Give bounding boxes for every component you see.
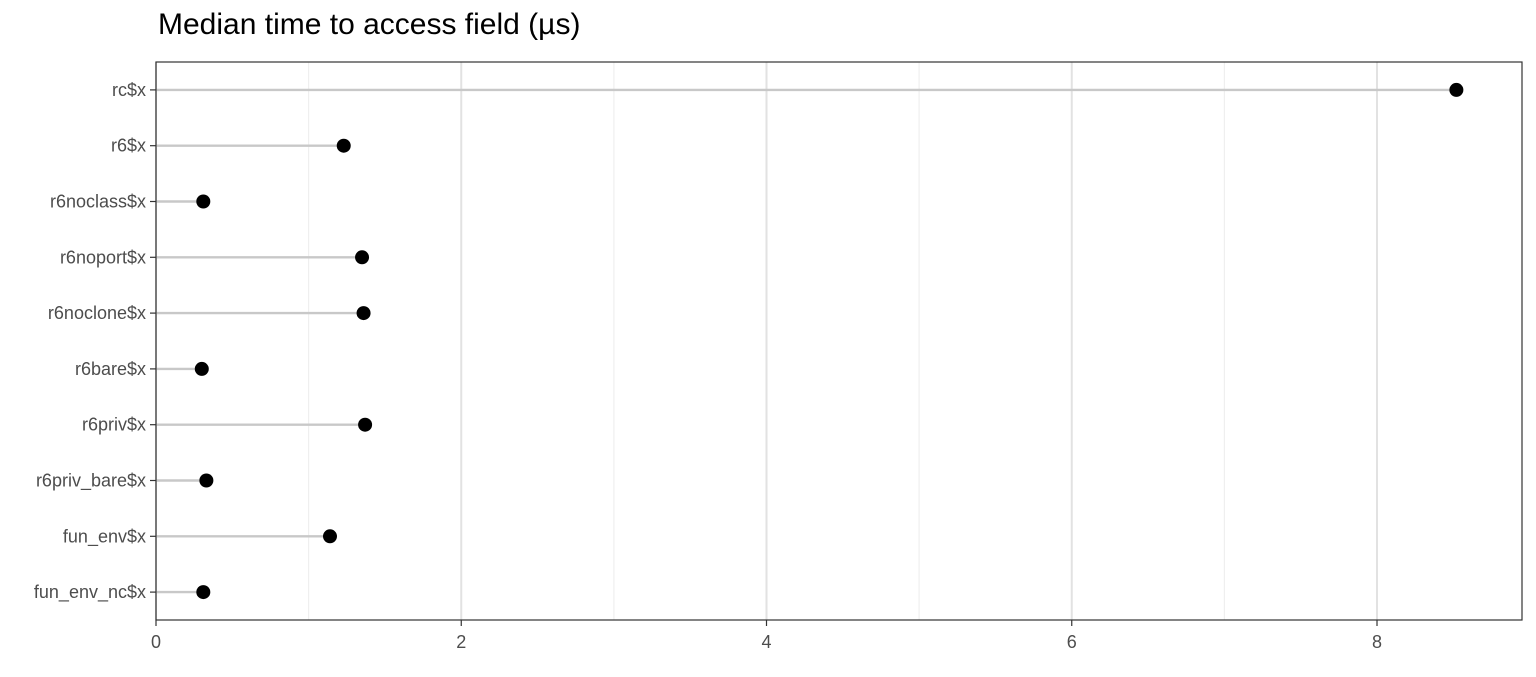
y-tick-label: r6noclone$x [48, 303, 146, 323]
panel-border [155, 61, 1523, 621]
x-tick-label: 4 [761, 632, 771, 652]
y-tick-label: r6priv$x [82, 415, 146, 435]
x-tick-label: 8 [1372, 632, 1382, 652]
y-tick-label: rc$x [112, 80, 146, 100]
data-point [355, 250, 370, 265]
data-point [194, 361, 209, 376]
y-tick-label: r6noport$x [60, 247, 146, 267]
y-tick-label: fun_env$x [63, 526, 146, 547]
y-tick-label: r6$x [111, 136, 146, 156]
y-tick-label: r6priv_bare$x [36, 471, 146, 492]
data-point [199, 473, 214, 488]
data-point [196, 585, 211, 600]
x-tick-label: 6 [1067, 632, 1077, 652]
segment-layer [156, 88, 1457, 594]
data-point [358, 417, 373, 432]
y-tick-label: fun_env_nc$x [34, 582, 146, 603]
x-tick-label: 0 [151, 632, 161, 652]
data-point [322, 529, 337, 544]
point-layer [194, 82, 1464, 600]
data-point [196, 194, 211, 209]
y-tick-label: r6noclass$x [50, 192, 146, 212]
y-tick-label: r6bare$x [75, 359, 146, 379]
data-point [356, 306, 371, 321]
axis-layer: rc$x r6$x r6noclass$x r6noport$x r6noclone$x… [34, 80, 1382, 652]
data-point [1449, 82, 1464, 97]
x-tick-label: 2 [456, 632, 466, 652]
data-point [336, 138, 351, 153]
chart-title: Median time to access field (µs) [158, 8, 581, 41]
